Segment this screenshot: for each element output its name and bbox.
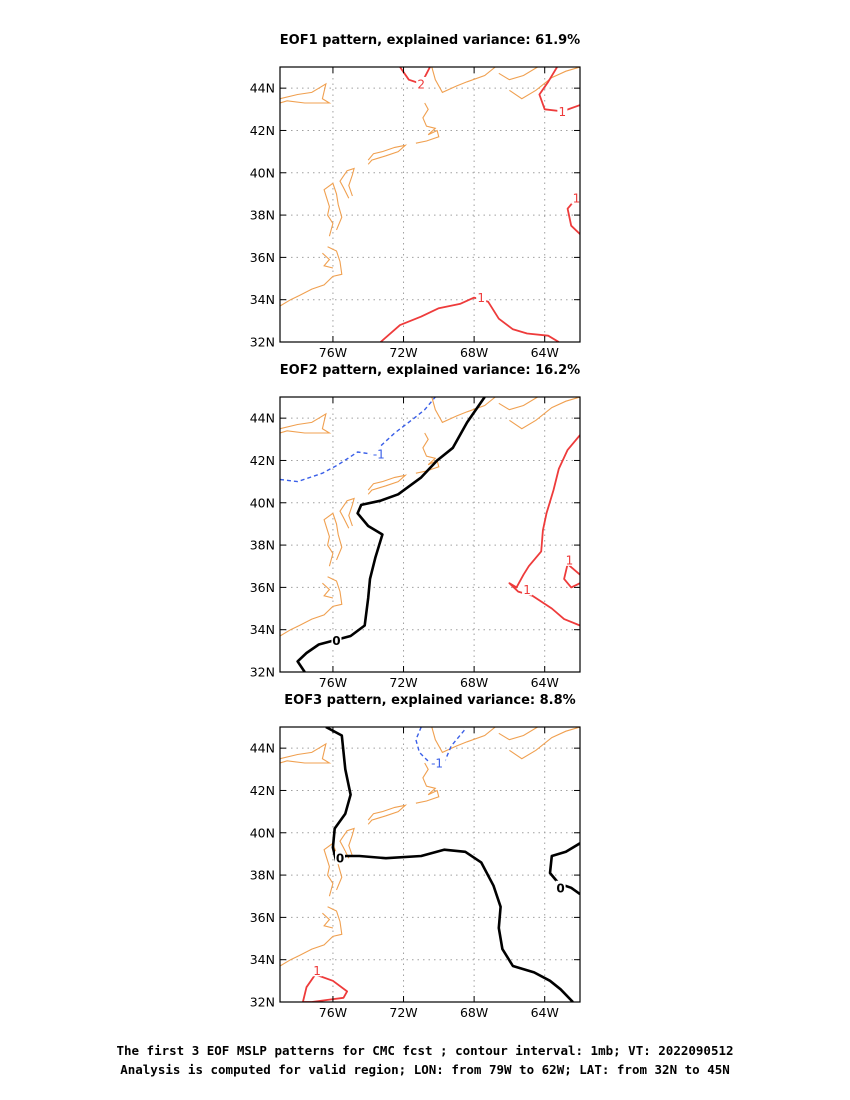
y-tick-label: 40N xyxy=(250,495,275,510)
eof-map-figure: EOF1 pattern, explained variance: 61.9% 2… xyxy=(250,33,581,1020)
coastline xyxy=(323,842,343,897)
x-tick-label: 68W xyxy=(460,345,488,360)
coastline xyxy=(509,67,580,100)
contour-label: 0 xyxy=(556,881,564,895)
footer-line-1: The first 3 EOF MSLP patterns for CMC fc… xyxy=(116,1043,734,1058)
coastline xyxy=(415,762,440,804)
contour-line xyxy=(280,397,436,483)
coastline xyxy=(280,246,343,307)
coastline xyxy=(322,912,334,929)
contour-line xyxy=(563,563,580,589)
y-tick-label: 32N xyxy=(250,665,275,680)
panel-title: EOF2 pattern, explained variance: 16.2% xyxy=(280,363,580,378)
coastline xyxy=(431,397,496,424)
coastline xyxy=(322,252,334,269)
coastline xyxy=(280,82,332,104)
y-tick-label: 38N xyxy=(250,538,275,553)
y-tick-label: 34N xyxy=(250,622,275,637)
coastline xyxy=(339,167,355,199)
contour-label: 1 xyxy=(566,553,574,567)
y-tick-label: 36N xyxy=(250,250,275,265)
x-tick-label: 72W xyxy=(389,1005,417,1020)
coastline xyxy=(323,512,343,567)
coastline xyxy=(509,727,580,760)
contour-label: 1 xyxy=(523,583,531,597)
y-tick-label: 42N xyxy=(250,123,275,138)
x-tick-label: 76W xyxy=(319,1005,347,1020)
coastline xyxy=(509,397,580,430)
map-frame xyxy=(279,66,581,343)
y-tick-label: 38N xyxy=(250,868,275,883)
coastline xyxy=(323,182,343,237)
x-tick-label: 76W xyxy=(319,345,347,360)
y-tick-label: 40N xyxy=(250,165,275,180)
coastline xyxy=(431,67,496,94)
panel-title: EOF3 pattern, explained variance: 8.8% xyxy=(284,693,575,708)
contour-line xyxy=(399,67,431,85)
footer-line-2: Analysis is computed for valid region; L… xyxy=(120,1062,730,1077)
coastline xyxy=(280,742,332,764)
y-tick-label: 44N xyxy=(250,81,275,96)
contour-line xyxy=(302,973,348,1002)
coastline xyxy=(367,474,408,495)
y-tick-label: 42N xyxy=(250,783,275,798)
y-tick-label: 44N xyxy=(250,411,275,426)
contour-label: 1 xyxy=(477,291,485,305)
contour-label: 2 xyxy=(417,77,425,91)
contour-label: 0 xyxy=(332,634,340,648)
contour-line xyxy=(296,397,486,672)
x-tick-label: 64W xyxy=(531,1005,559,1020)
coastline xyxy=(339,827,355,859)
map-frame xyxy=(279,396,581,673)
y-tick-label: 32N xyxy=(250,335,275,350)
x-tick-label: 76W xyxy=(319,675,347,690)
eof-panel-3: EOF3 pattern, explained variance: 8.8% -1… xyxy=(250,693,581,1020)
contour-label: 1 xyxy=(573,192,581,206)
coastline xyxy=(280,412,332,434)
contour-label: -1 xyxy=(373,448,385,462)
x-tick-label: 68W xyxy=(460,675,488,690)
coastline xyxy=(431,727,496,754)
contour-line xyxy=(508,434,580,627)
y-tick-label: 38N xyxy=(250,208,275,223)
y-tick-label: 44N xyxy=(250,741,275,756)
map-frame xyxy=(279,726,581,1003)
x-tick-label: 68W xyxy=(460,1005,488,1020)
y-tick-label: 32N xyxy=(250,995,275,1010)
contour-line xyxy=(548,842,580,896)
coastline xyxy=(415,102,440,144)
contour-line xyxy=(380,296,560,342)
y-tick-label: 34N xyxy=(250,292,275,307)
x-tick-label: 64W xyxy=(531,675,559,690)
coastline xyxy=(498,67,538,81)
y-tick-label: 36N xyxy=(250,910,275,925)
coastline xyxy=(280,576,343,637)
contour-label: -1 xyxy=(431,756,443,770)
coastline xyxy=(498,727,538,741)
contour-label: 0 xyxy=(336,852,344,866)
eof-panel-2: EOF2 pattern, explained variance: 16.2% -… xyxy=(250,363,581,690)
y-tick-label: 42N xyxy=(250,453,275,468)
y-tick-label: 36N xyxy=(250,580,275,595)
coastline xyxy=(367,144,408,165)
coastline xyxy=(367,804,408,825)
coastline xyxy=(339,497,355,529)
eof-panel-1: EOF1 pattern, explained variance: 61.9% 2… xyxy=(250,33,581,360)
coastline xyxy=(280,906,343,967)
contour-line xyxy=(325,727,574,1002)
y-tick-label: 34N xyxy=(250,952,275,967)
contour-label: 1 xyxy=(559,105,567,119)
coastline xyxy=(498,397,538,411)
contour-label: 1 xyxy=(313,964,321,978)
x-tick-label: 64W xyxy=(531,345,559,360)
coastline xyxy=(415,432,440,474)
y-tick-label: 40N xyxy=(250,825,275,840)
panel-title: EOF1 pattern, explained variance: 61.9% xyxy=(280,33,580,48)
x-tick-label: 72W xyxy=(389,345,417,360)
coastline xyxy=(322,582,334,599)
x-tick-label: 72W xyxy=(389,675,417,690)
